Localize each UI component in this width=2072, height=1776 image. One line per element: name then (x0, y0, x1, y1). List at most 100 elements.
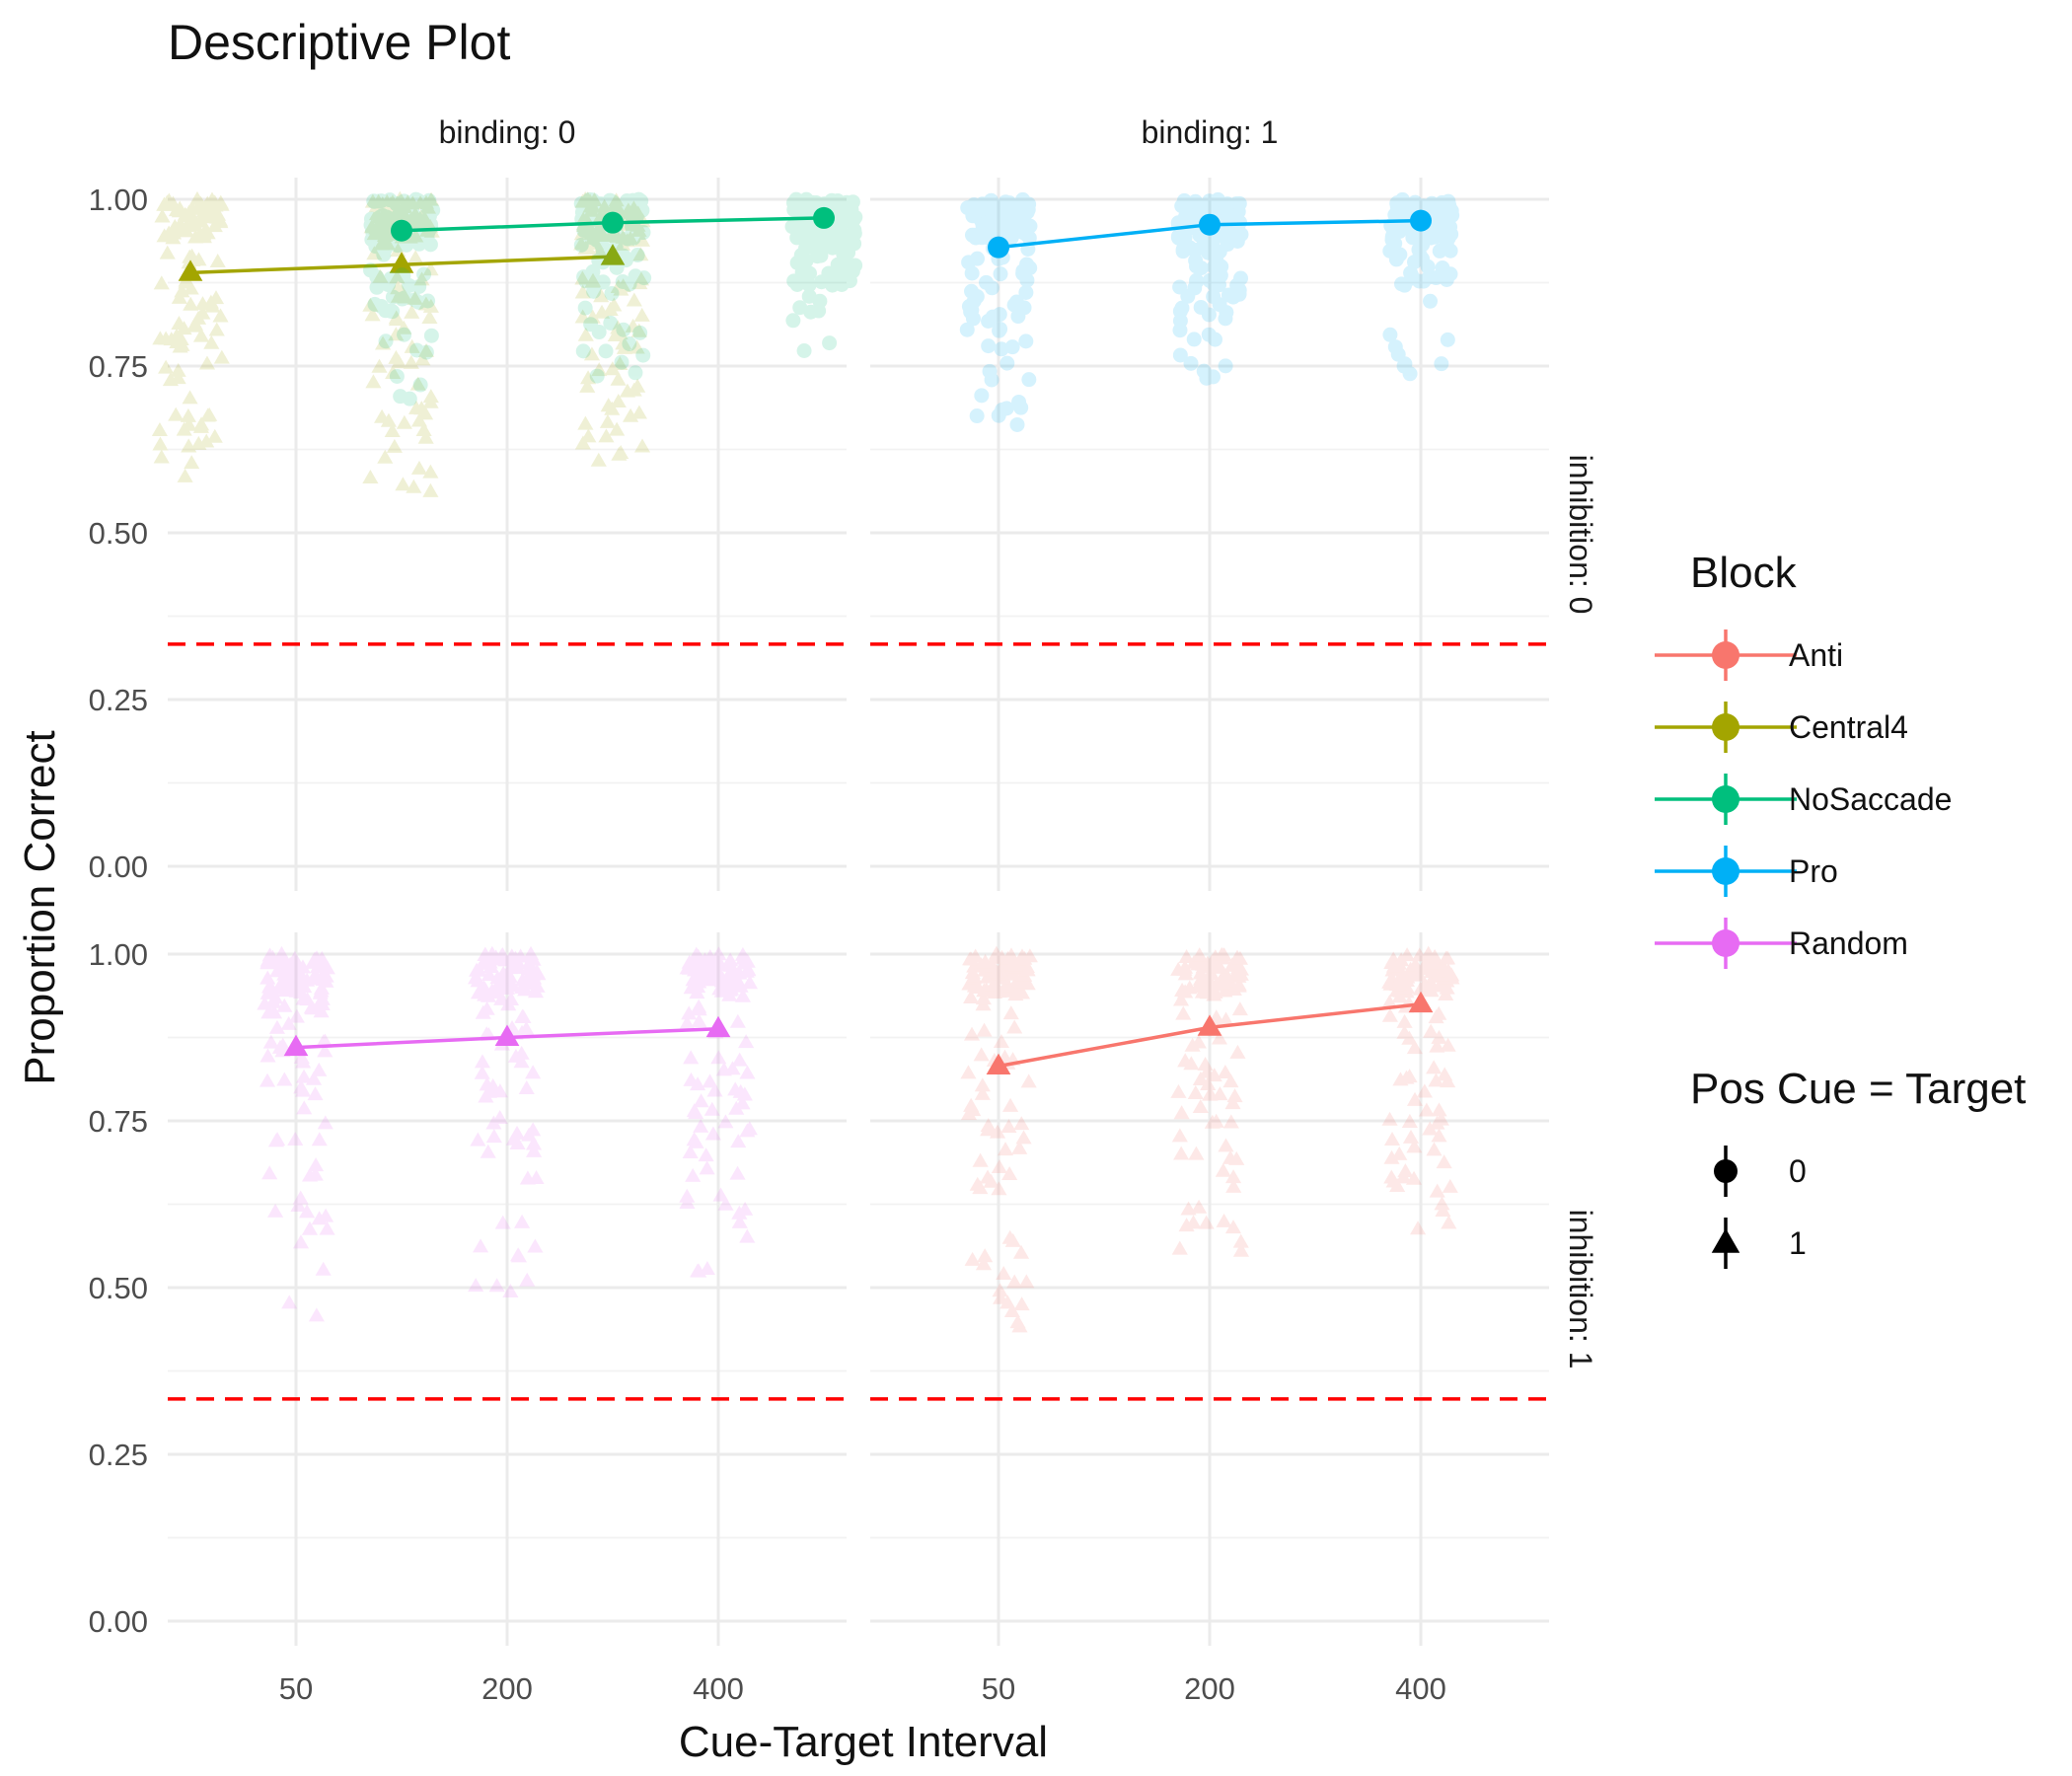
raw-point (362, 297, 379, 312)
panel-0-0 (168, 178, 847, 891)
raw-point (1405, 1170, 1423, 1185)
raw-point (513, 1045, 530, 1060)
raw-point (366, 226, 382, 242)
raw-point (489, 977, 507, 992)
raw-point (286, 950, 303, 965)
raw-point (172, 338, 188, 353)
raw-point (282, 967, 299, 982)
raw-point (723, 967, 740, 982)
raw-point (974, 212, 990, 228)
raw-point (1416, 229, 1432, 245)
raw-point (690, 948, 706, 963)
raw-point (481, 967, 497, 982)
raw-point (1203, 966, 1220, 981)
raw-point (688, 1134, 704, 1148)
raw-point (374, 299, 390, 315)
raw-point (411, 236, 427, 252)
raw-point (482, 1082, 499, 1097)
raw-point (719, 974, 736, 989)
raw-point (970, 251, 986, 266)
raw-point (1228, 195, 1244, 211)
raw-point (1423, 977, 1440, 992)
raw-point (710, 966, 727, 981)
raw-point (154, 208, 171, 223)
raw-point (366, 246, 383, 260)
raw-point (371, 193, 387, 209)
raw-point (739, 1228, 756, 1243)
raw-point (621, 204, 636, 220)
raw-point (1019, 204, 1035, 220)
raw-point (1230, 978, 1247, 993)
raw-point (974, 230, 990, 246)
raw-point (470, 985, 487, 999)
raw-point (964, 965, 981, 980)
raw-point (413, 220, 429, 236)
raw-point (1192, 971, 1210, 986)
raw-point (622, 336, 637, 352)
raw-point (807, 233, 823, 249)
raw-point (599, 413, 616, 428)
raw-point (171, 315, 187, 330)
raw-point (696, 964, 712, 979)
y-tick-label: 0.00 (89, 850, 148, 884)
raw-point (574, 270, 591, 285)
raw-point (734, 946, 751, 961)
raw-point (1442, 207, 1457, 223)
raw-point (205, 208, 222, 223)
raw-point (305, 953, 322, 968)
raw-point (1011, 1140, 1028, 1154)
raw-point (1217, 1064, 1233, 1078)
raw-point (474, 1054, 491, 1069)
raw-point (379, 193, 396, 208)
raw-point (307, 1157, 325, 1172)
raw-point (1397, 356, 1413, 372)
raw-point (609, 255, 625, 270)
raw-point (184, 455, 200, 470)
raw-point (1004, 966, 1022, 981)
raw-point (586, 222, 602, 238)
raw-point (1406, 1091, 1424, 1106)
raw-point (419, 200, 435, 216)
raw-point (295, 991, 312, 1005)
raw-point (584, 272, 602, 287)
raw-point (1011, 215, 1027, 231)
raw-point (731, 1205, 748, 1220)
raw-point (997, 963, 1014, 978)
raw-point (595, 227, 612, 242)
raw-point (717, 1114, 734, 1129)
raw-point (1217, 983, 1233, 998)
raw-point (522, 945, 540, 960)
raw-point (1384, 232, 1400, 248)
raw-point (798, 191, 814, 207)
raw-point (789, 276, 805, 292)
raw-point (267, 1133, 285, 1147)
raw-point (1381, 974, 1398, 989)
raw-point (1002, 227, 1018, 243)
raw-point (734, 988, 752, 1002)
raw-point (1211, 959, 1228, 974)
raw-point (965, 311, 981, 327)
raw-point (1423, 983, 1440, 998)
raw-point (1231, 227, 1247, 243)
raw-point (984, 192, 999, 208)
legend-label: 1 (1789, 1225, 1807, 1261)
raw-point (483, 983, 500, 998)
raw-point (1006, 1274, 1023, 1289)
raw-point (622, 230, 639, 245)
raw-point (410, 294, 426, 310)
raw-point (305, 954, 323, 969)
raw-point (686, 1103, 703, 1118)
jitter-points-Anti (1170, 946, 1250, 1257)
raw-point (585, 263, 601, 279)
raw-point (974, 388, 990, 404)
raw-point (1216, 1213, 1232, 1227)
raw-point (1006, 297, 1022, 313)
legend-label: Anti (1789, 637, 1843, 673)
raw-point (1003, 1302, 1020, 1317)
raw-point (802, 237, 818, 253)
raw-point (970, 207, 986, 223)
raw-point (986, 208, 1001, 224)
raw-point (188, 190, 206, 205)
mean-point (1408, 991, 1434, 1013)
raw-point (1177, 1053, 1194, 1068)
